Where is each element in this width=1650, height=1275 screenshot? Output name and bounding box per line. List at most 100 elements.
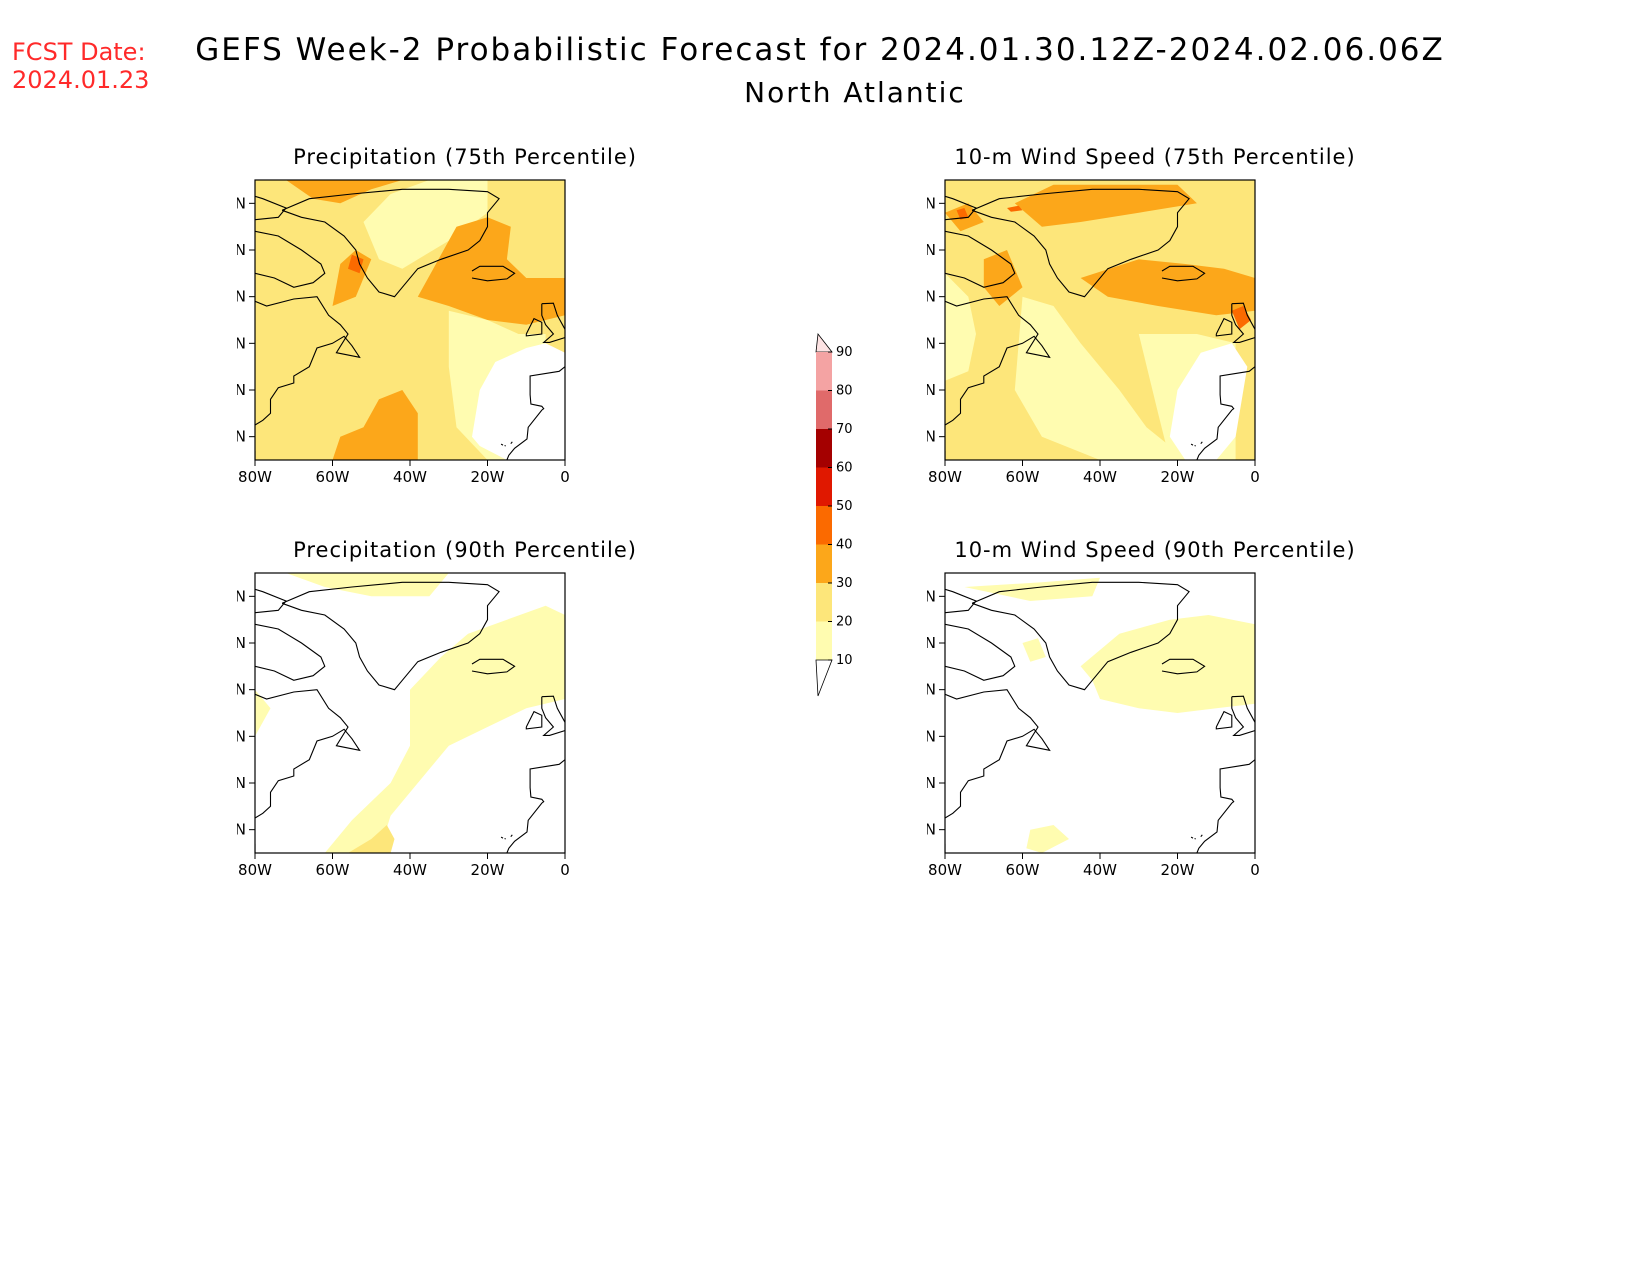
colorbar-swatch [816,429,832,468]
coastline [1200,834,1203,838]
region-subtitle: North Atlantic [744,76,966,109]
coastline [945,588,977,614]
map-canvas: 80W 60W 40W 20W 0 80N 70N 60N 50N 40N 30N [927,572,1260,879]
coastline [510,834,513,838]
colorbar-level-label: 80 [836,384,853,399]
map-canvas: 80W 60W 40W 20W 0 80N 70N 60N 50N 40N 30N [927,179,1260,486]
coastline [255,588,287,614]
coastline [1215,710,1233,730]
lat-tick-label: 30N [237,821,246,839]
colorbar-swatch [816,583,832,622]
lon-tick-label: 0 [1250,468,1260,486]
coastline [1190,443,1194,446]
coastline [281,581,500,691]
forecast-date-caption: FCST Date: [12,38,146,66]
coastline [1194,837,1196,840]
probability-shading [286,573,449,597]
coastline [541,695,565,736]
coastline [525,710,543,730]
coastline [945,296,1051,426]
colorbar-swatch [816,621,832,660]
coastline [1215,317,1233,337]
probability-shading [363,180,488,269]
coastline [1161,658,1206,675]
lon-tick-label: 20W [1161,861,1195,879]
coastline [504,837,506,840]
lon-tick-label: 40W [393,861,427,879]
lon-tick-label: 20W [1161,468,1195,486]
probability-shading [1014,296,1178,460]
probability-shading [1014,184,1197,227]
colorbar-swatch [816,506,832,545]
coastline [1196,759,1255,853]
lat-tick-label: 80N [927,587,936,605]
lat-tick-label: 70N [927,634,936,652]
lat-tick-label: 70N [237,241,246,259]
probability-shading [964,577,1100,601]
forecast-date-value: 2024.01.23 [12,66,150,94]
probability-shading [956,208,969,220]
lon-tick-label: 60W [316,468,350,486]
lon-tick-label: 40W [393,468,427,486]
lat-tick-label: 50N [237,334,246,352]
map-canvas: 80W 60W 40W 20W 0 80N 70N 60N 50N 40N 30N [237,572,570,879]
lon-tick-label: 80W [928,861,962,879]
coastline [510,441,513,445]
lon-tick-label: 60W [1006,468,1040,486]
probability-shading [1007,205,1023,212]
probability-shading [1169,343,1248,460]
lon-tick-label: 80W [238,861,272,879]
coastline [945,623,1016,681]
lon-tick-label: 80W [928,468,962,486]
lon-tick-label: 0 [560,468,570,486]
lat-tick-label: 40N [927,381,936,399]
coastline [1200,441,1203,445]
map-panel-precip-75: Precipitation (75th Percentile) 80W 60W 40… [237,145,675,525]
probability-shading [945,273,976,381]
coastline [945,195,977,221]
coastline [525,317,543,337]
colorbar-level-label: 10 [836,653,853,668]
coastline [1231,695,1255,736]
coastline [255,195,287,221]
colorbar-level-label: 70 [836,422,853,437]
panel-title: 10-m Wind Speed (90th Percentile) [954,538,1356,562]
coastline [500,836,504,839]
lat-tick-label: 30N [927,428,936,446]
coastline [1194,444,1196,447]
coastline [504,444,506,447]
lat-tick-label: 50N [927,727,936,745]
coastline [971,188,1190,298]
coastline [471,658,516,675]
lat-tick-label: 40N [237,381,246,399]
lon-tick-label: 80W [238,468,272,486]
probability-shading [348,825,395,853]
lon-tick-label: 40W [1083,861,1117,879]
colorbar-level-label: 60 [836,461,853,476]
lat-tick-label: 60N [927,288,936,306]
lon-tick-label: 40W [1083,468,1117,486]
forecast-date-label: FCST Date: 2024.01.23 [12,38,149,94]
colorbar-swatch [816,352,832,391]
probability-shading [348,254,364,274]
colorbar-swatch [816,544,832,583]
lat-tick-label: 80N [237,194,246,212]
probability-shading [332,390,418,460]
coastline [1190,836,1194,839]
lat-tick-label: 80N [237,587,246,605]
lat-tick-label: 60N [237,288,246,306]
coastline [500,443,504,446]
panel-title: 10-m Wind Speed (75th Percentile) [954,145,1356,169]
lat-tick-label: 30N [927,821,936,839]
coastline [255,296,361,426]
lat-tick-label: 40N [237,774,246,792]
lat-tick-label: 30N [237,428,246,446]
coastline [945,230,1016,288]
lon-tick-label: 0 [1250,861,1260,879]
probability-shading [1080,259,1255,316]
colorbar-level-label: 30 [836,576,853,591]
lon-tick-label: 20W [471,468,505,486]
map-canvas: 80W 60W 40W 20W 0 80N 70N 60N 50N 40N 30N [237,179,570,486]
map-panel-wind-75: 10-m Wind Speed (75th Percentile) 80W 60W… [927,145,1365,525]
colorbar-swatch [816,467,832,506]
